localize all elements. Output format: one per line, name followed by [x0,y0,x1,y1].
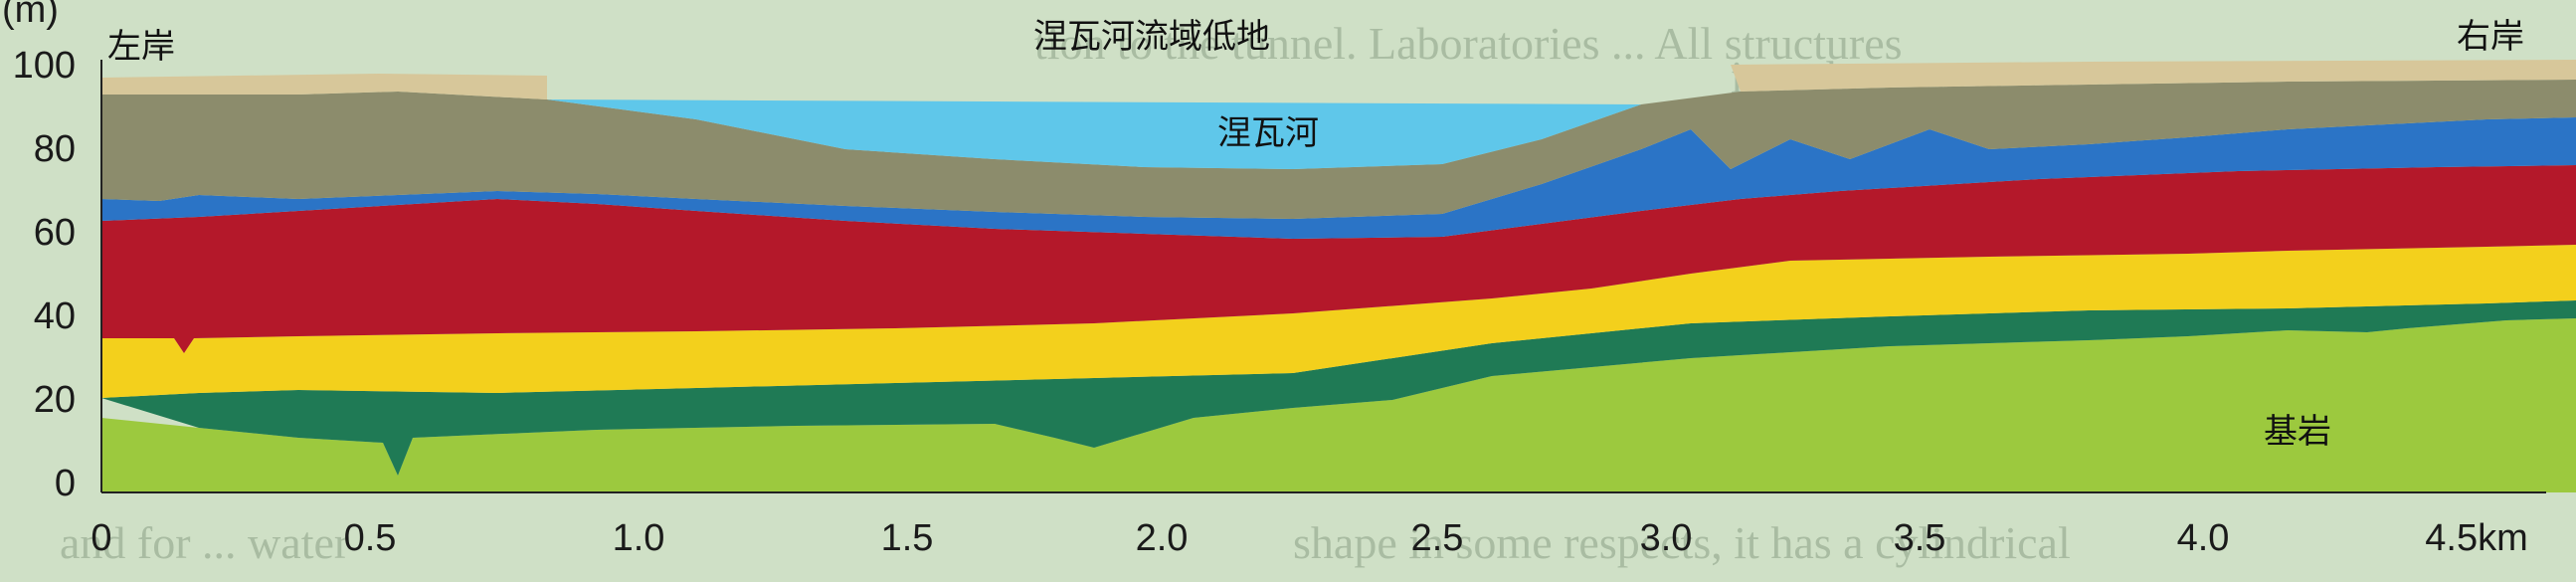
x-tick-4.0: 4.0 [2177,517,2230,559]
x-axis: 0 0.5 1.0 1.5 2.0 2.5 3.0 3.5 4.0 4.5km [91,491,2546,559]
y-tick-100: 100 [13,45,76,87]
river-water [547,99,1641,169]
x-tick-1.0: 1.0 [613,517,665,559]
x-tick-0: 0 [91,517,111,559]
x-tick-0.5: 0.5 [344,517,397,559]
y-tick-0: 0 [55,463,76,504]
teal-layer [101,300,2576,476]
bedrock-label: 基岩 [2264,412,2331,452]
y-axis-unit: (m) [2,0,59,31]
layers [101,60,2576,492]
figure-title: 涅瓦河流域低地 [1033,17,1270,57]
x-tick-2.0: 2.0 [1136,517,1189,559]
x-tick-1.5: 1.5 [881,517,934,559]
bedrock-layer [101,318,2576,492]
river-label: 涅瓦河 [1217,113,1319,153]
y-tick-20: 20 [34,379,76,421]
yellow-layer [101,245,2576,398]
x-tick-4.5km: 4.5km [2425,517,2527,559]
y-tick-40: 40 [34,295,76,337]
x-tick-3.0: 3.0 [1640,517,1693,559]
annotations: 涅瓦河流域低地 左岸 右岸 涅瓦河 基岩 [107,17,2524,452]
left-bank-label: 左岸 [107,27,175,67]
right-bank-label: 右岸 [2457,17,2524,57]
y-tick-80: 80 [34,128,76,170]
blue-layer [101,117,2576,239]
y-axis: (m) 100 80 60 40 20 0 [2,0,102,504]
red-layer [101,165,2576,353]
surface-layer [101,60,2576,99]
upper-layer [101,80,2576,219]
x-tick-2.5: 2.5 [1411,517,1464,559]
x-tick-3.5: 3.5 [1894,517,1946,559]
y-tick-60: 60 [34,212,76,254]
